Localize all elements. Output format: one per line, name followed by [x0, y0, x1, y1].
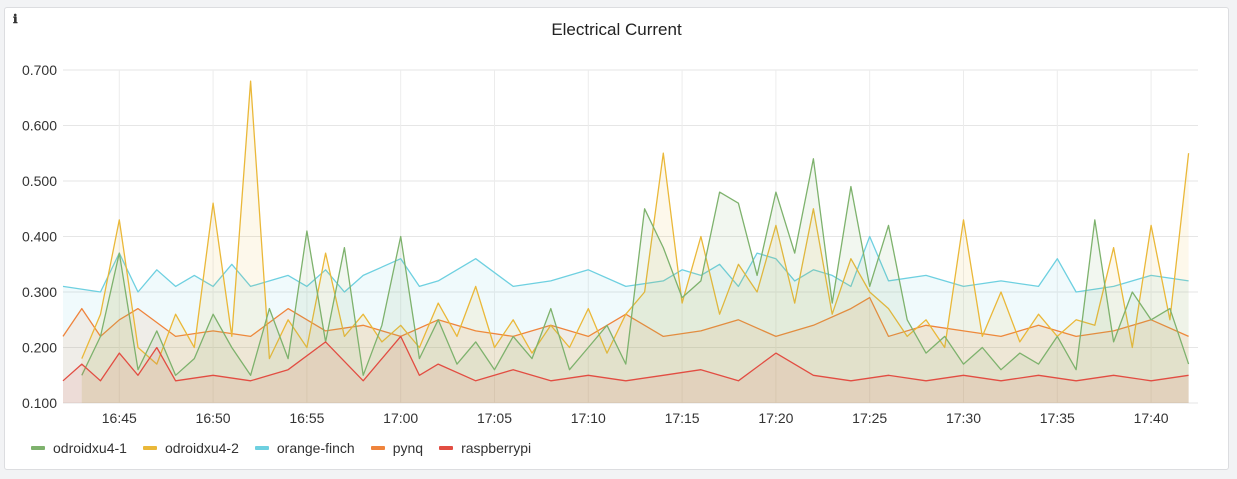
legend-swatch — [142, 446, 157, 450]
legend-item-odroidxu4-2[interactable]: odroidxu4-2 — [142, 440, 239, 456]
x-tick-label: 17:10 — [571, 410, 606, 426]
x-tick-label: 17:40 — [1134, 410, 1169, 426]
y-tick-label: 0.300 — [22, 284, 57, 300]
series-line-orange-finch — [62, 235, 1189, 293]
legend: odroidxu4-1 odroidxu4-2 orange-finch pynq ra… — [31, 440, 547, 456]
y-tick-label: 0.500 — [22, 173, 57, 189]
y-tick-label: 0.700 — [22, 62, 57, 78]
series-area-odroidxu4-1 — [81, 158, 1189, 403]
x-tick-label: 16:45 — [102, 410, 137, 426]
line-chart: 0.100 0.200 0.300 0.400 0.500 0.600 0.700 16:45… — [22, 62, 1198, 426]
series-line-odroidxu4-1 — [81, 158, 1190, 376]
chart-panel: ℹ Electrical Current 0.100 0.200 0.300 0.40… — [4, 7, 1229, 470]
legend-item-odroidxu4-1[interactable]: odroidxu4-1 — [31, 440, 127, 456]
x-tick-label: 17:20 — [758, 410, 793, 426]
legend-item-pynq[interactable]: pynq — [370, 440, 424, 456]
legend-label: odroidxu4-1 — [53, 440, 127, 456]
series-line-odroidxu4-2 — [81, 80, 1190, 365]
legend-label: odroidxu4-2 — [164, 440, 239, 456]
legend-item-raspberrypi[interactable]: raspberrypi — [439, 440, 531, 456]
series-line-raspberrypi — [62, 335, 1189, 382]
x-tick-label: 17:00 — [383, 410, 418, 426]
x-tick-label: 16:55 — [289, 410, 324, 426]
x-tick-label: 17:35 — [1040, 410, 1075, 426]
x-tick-label: 16:50 — [196, 410, 231, 426]
legend-swatch — [439, 446, 454, 450]
y-tick-label: 0.400 — [22, 229, 57, 245]
y-tick-label: 0.200 — [22, 340, 57, 356]
panel-title: Electrical Current — [551, 20, 682, 39]
y-tick-label: 0.100 — [22, 395, 57, 411]
legend-item-orange-finch[interactable]: orange-finch — [254, 440, 355, 456]
legend-swatch — [254, 446, 269, 450]
legend-swatch — [370, 446, 385, 450]
x-tick-label: 17:15 — [665, 410, 700, 426]
legend-label: raspberrypi — [461, 440, 532, 456]
series-area-odroidxu4-2 — [81, 81, 1189, 403]
x-tick-label: 17:30 — [946, 410, 981, 426]
y-tick-label: 0.600 — [22, 118, 57, 134]
info-icon[interactable]: ℹ — [13, 12, 18, 26]
series-area-raspberrypi — [63, 336, 1189, 403]
x-tick-label: 17:05 — [477, 410, 512, 426]
legend-label: pynq — [392, 440, 424, 456]
x-tick-label: 17:25 — [852, 410, 887, 426]
legend-label: orange-finch — [276, 440, 355, 456]
legend-swatch — [31, 446, 45, 450]
series-area-pynq — [63, 297, 1189, 403]
